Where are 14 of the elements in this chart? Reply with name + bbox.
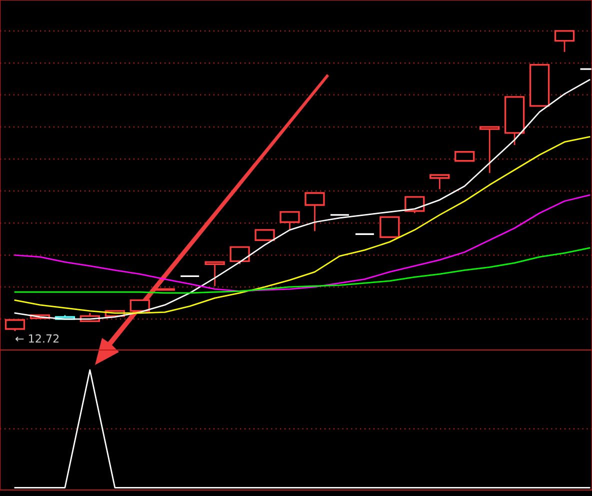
candlestick xyxy=(380,216,400,238)
candlestick xyxy=(430,174,450,190)
candlestick xyxy=(554,30,575,53)
candlestick xyxy=(404,196,425,214)
text: ← 12.72 xyxy=(16,334,59,343)
candlestick xyxy=(304,192,325,232)
candlestick xyxy=(454,151,475,162)
candlestick xyxy=(254,229,275,241)
candlestick xyxy=(280,211,300,231)
candlestick xyxy=(130,299,150,312)
candlestick xyxy=(230,246,250,265)
candlestick xyxy=(480,126,500,174)
candlestick xyxy=(204,261,225,287)
candlestick xyxy=(4,319,26,332)
